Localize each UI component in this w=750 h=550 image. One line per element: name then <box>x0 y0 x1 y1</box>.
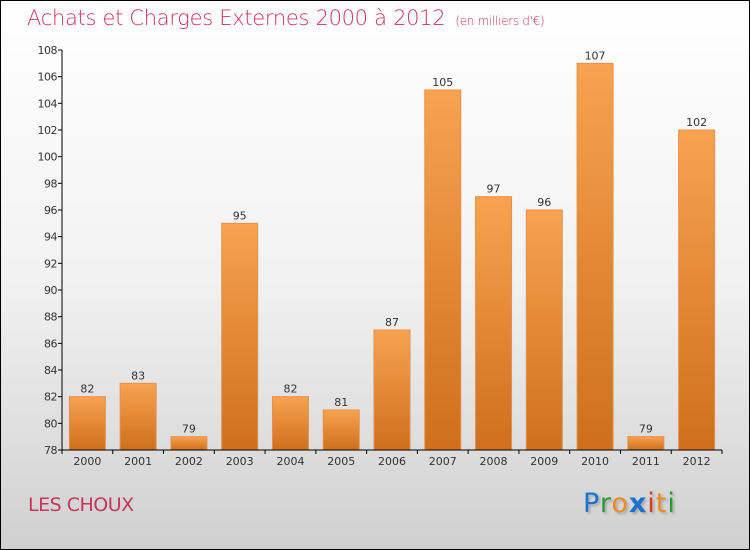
y-tick-label: 108 <box>38 44 58 57</box>
y-tick-label: 82 <box>44 391 57 404</box>
title-text: Achats et Charges Externes 2000 à 2012 <box>27 6 446 30</box>
bar-2008 <box>475 196 513 451</box>
bar-2001 <box>119 382 157 451</box>
bar-2004 <box>271 396 309 451</box>
x-tick-label: 2003 <box>226 455 254 468</box>
data-label: 82 <box>80 383 94 396</box>
data-label: 95 <box>233 209 247 222</box>
y-tick-label: 94 <box>44 231 57 244</box>
x-tick-label: 2011 <box>632 455 660 468</box>
bar-2000 <box>68 396 106 451</box>
y-tick-label: 102 <box>38 124 58 137</box>
y-tick-label: 104 <box>38 97 58 110</box>
x-tick-label: 2004 <box>276 455 304 468</box>
y-tick-label: 86 <box>44 337 57 350</box>
x-tick-label: 2006 <box>378 455 406 468</box>
data-label: 96 <box>537 196 551 209</box>
x-tick-label: 2009 <box>530 455 558 468</box>
bar-2011 <box>627 436 665 451</box>
x-tick-label: 2008 <box>480 455 508 468</box>
data-label: 79 <box>639 423 653 436</box>
y-tick-label: 88 <box>44 311 57 324</box>
data-label: 82 <box>283 383 297 396</box>
x-tick-label: 2012 <box>683 455 711 468</box>
data-label: 105 <box>432 76 453 89</box>
bar-2007 <box>424 89 462 451</box>
y-tick-label: 90 <box>44 284 57 297</box>
y-tick-label: 84 <box>44 364 57 377</box>
y-tick-label: 98 <box>44 177 57 190</box>
bar-2006 <box>373 329 411 451</box>
data-label: 87 <box>385 316 399 329</box>
x-tick-label: 2007 <box>429 455 457 468</box>
data-label: 81 <box>334 396 348 409</box>
y-tick-label: 106 <box>38 71 58 84</box>
y-tick-label: 96 <box>44 204 57 217</box>
data-label: 102 <box>686 116 707 129</box>
x-tick-label: 2001 <box>124 455 152 468</box>
y-tick-label: 78 <box>44 444 57 457</box>
y-tick-label: 80 <box>44 417 57 430</box>
y-tick-label: 92 <box>44 257 57 270</box>
bar-2012 <box>678 129 716 451</box>
bar-2009 <box>525 209 563 451</box>
x-tick-label: 2005 <box>327 455 355 468</box>
x-tick-label: 2002 <box>175 455 203 468</box>
data-label: 83 <box>131 369 145 382</box>
bar-2002 <box>170 436 208 451</box>
place-name: LES CHOUX <box>28 494 134 516</box>
bar-2003 <box>221 222 259 451</box>
x-tick-label: 2000 <box>73 455 101 468</box>
bar-2010 <box>576 62 614 451</box>
chart-title: Achats et Charges Externes 2000 à 2012 (e… <box>27 6 545 30</box>
proxiti-logo[interactable]: Proxiti <box>583 488 676 519</box>
x-tick-label: 2010 <box>581 455 609 468</box>
data-label: 107 <box>585 49 606 62</box>
data-label: 79 <box>182 423 196 436</box>
y-tick-label: 100 <box>38 151 58 164</box>
chart-subtitle: (en milliers d'€) <box>455 14 545 28</box>
data-label: 97 <box>487 183 501 196</box>
bar-2005 <box>322 409 360 451</box>
